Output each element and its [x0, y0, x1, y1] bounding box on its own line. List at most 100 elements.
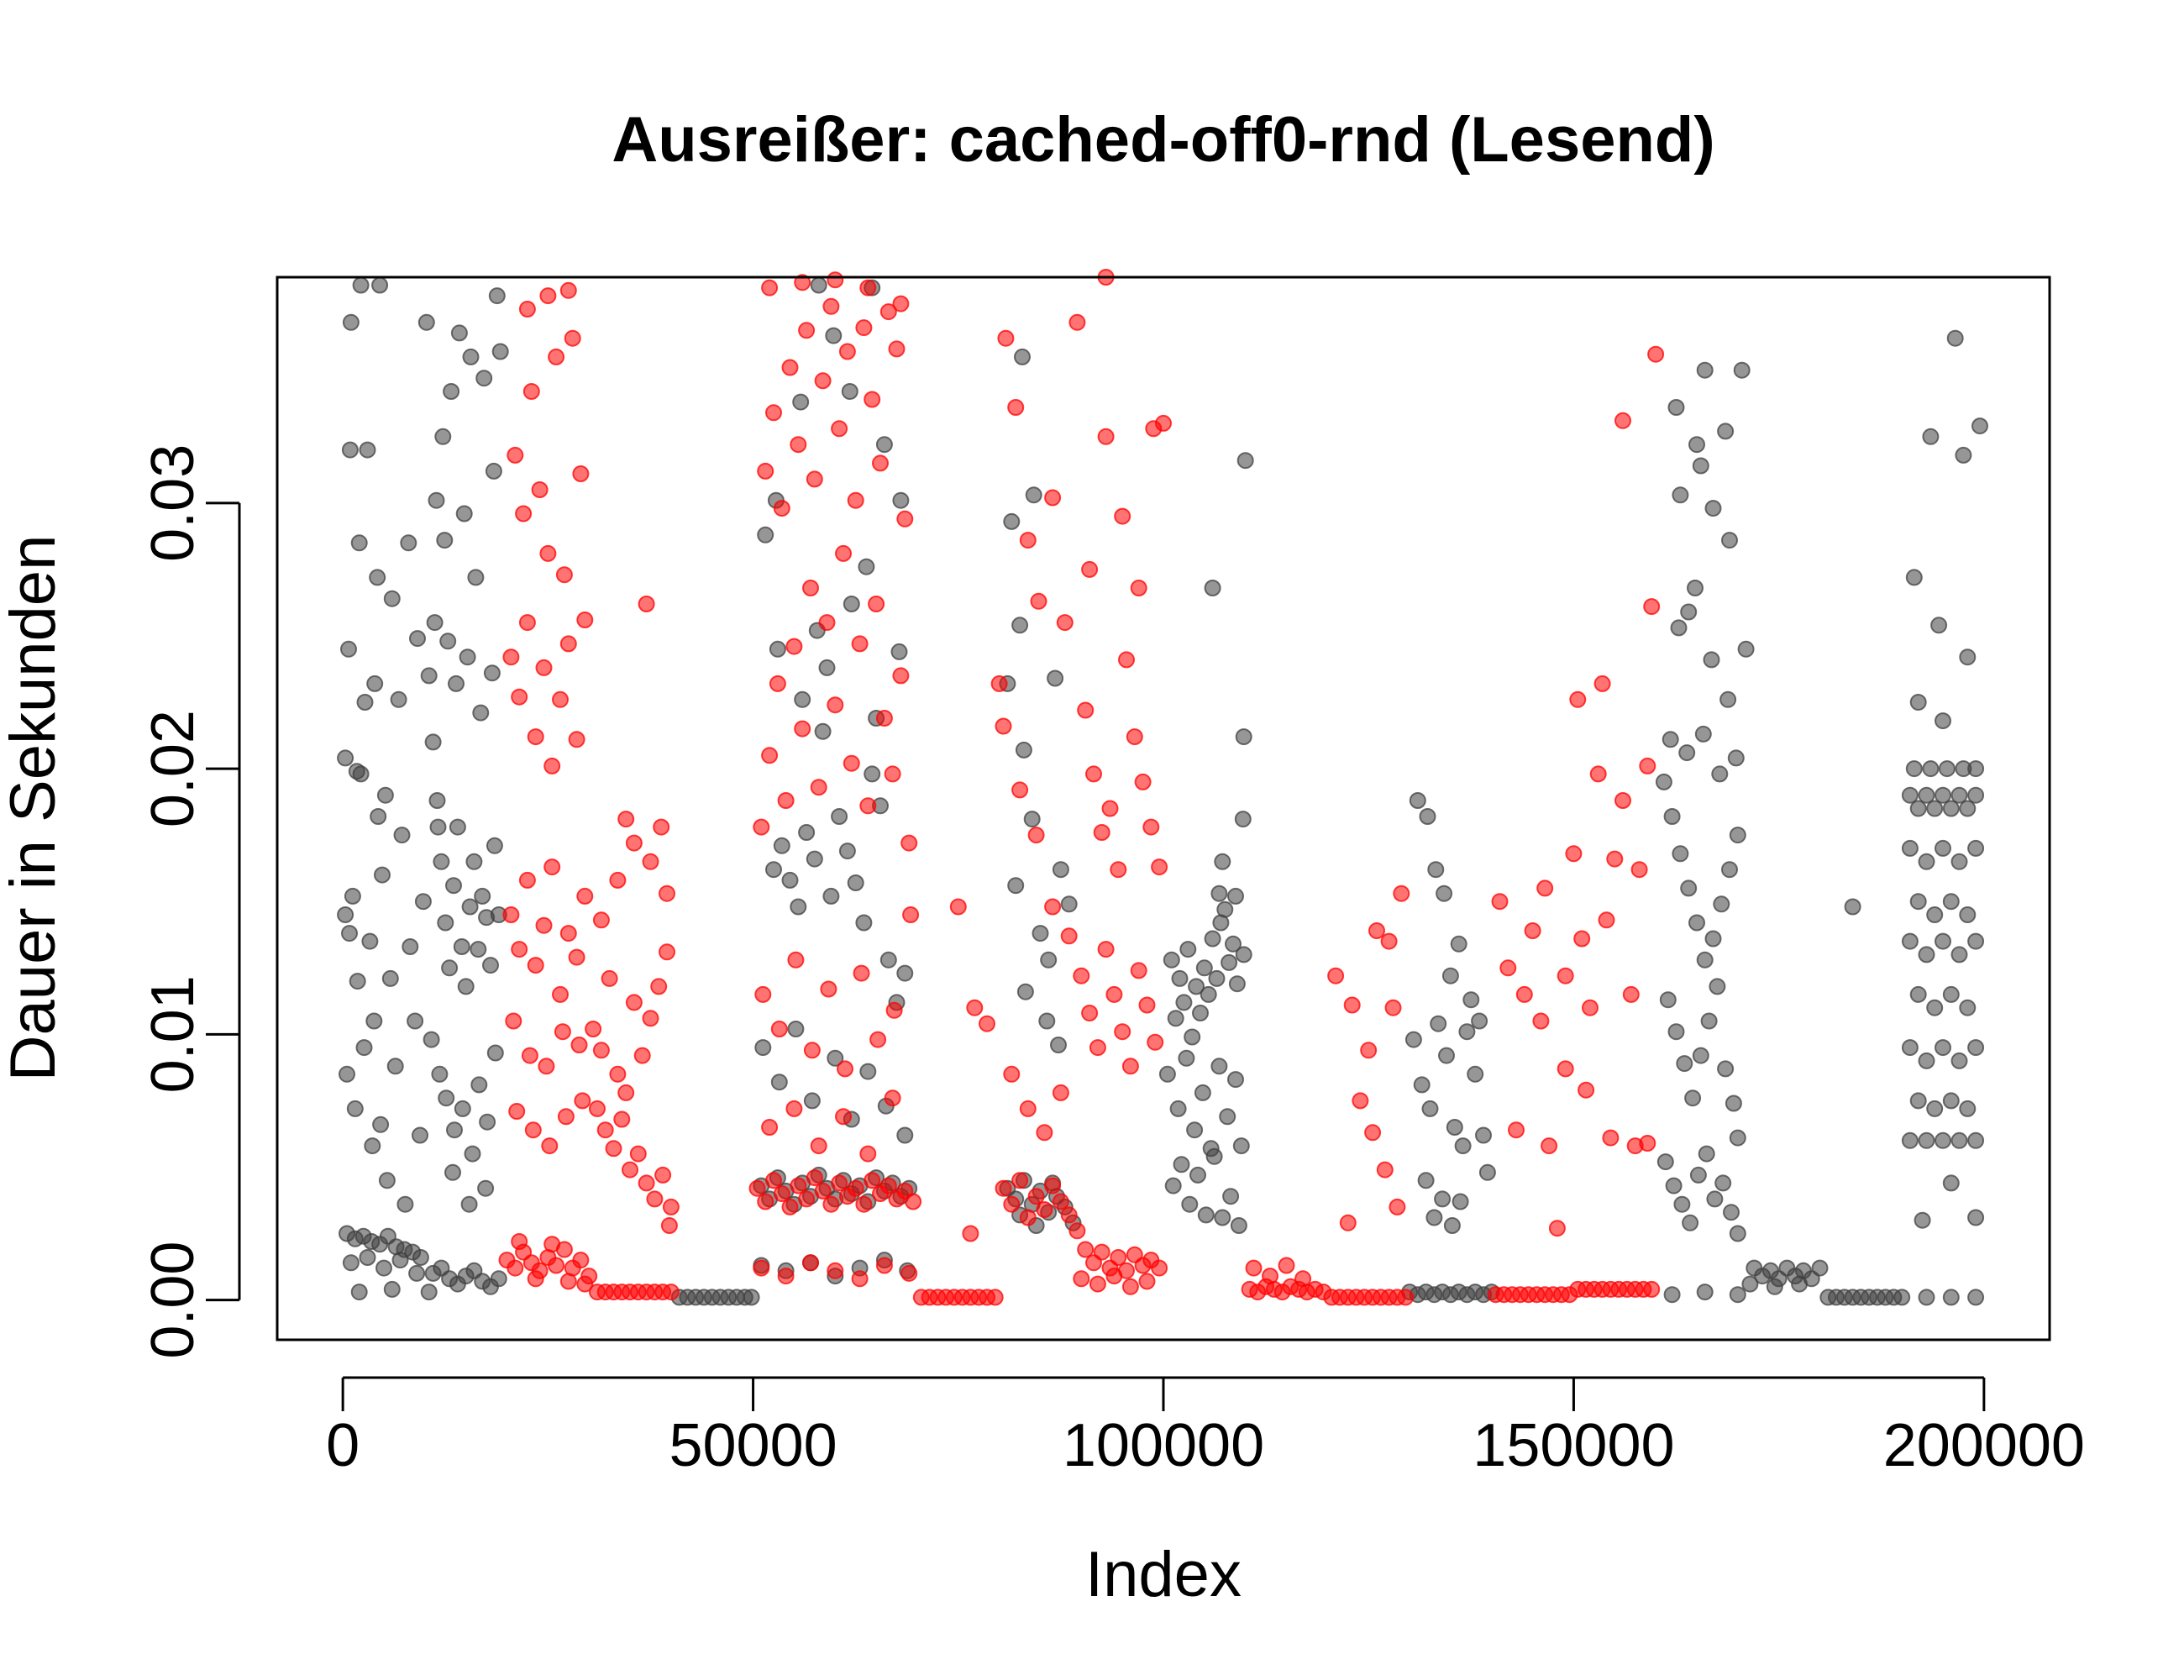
data-point-gray	[1680, 879, 1698, 897]
data-point-gray	[1655, 773, 1672, 790]
data-point-red	[650, 978, 668, 995]
data-point-red	[538, 1058, 555, 1075]
data-point-red	[642, 1010, 659, 1027]
data-point-gray	[426, 614, 444, 632]
data-point-red	[592, 911, 610, 929]
data-point-gray	[1729, 1286, 1746, 1304]
data-point-red	[1294, 1270, 1312, 1288]
data-point-gray	[1016, 983, 1034, 1000]
x-tick-label: 100000	[1063, 1412, 1264, 1479]
data-point-red	[892, 295, 910, 312]
data-point-red	[1019, 532, 1037, 549]
data-point-red	[1393, 885, 1410, 902]
data-point-red	[1052, 1084, 1069, 1101]
data-point-red	[518, 301, 536, 318]
data-point-red	[814, 372, 832, 390]
data-point-gray	[1656, 1153, 1674, 1171]
data-point-red	[518, 871, 536, 889]
data-point-gray	[1441, 967, 1459, 984]
data-point-gray	[743, 1289, 760, 1306]
data-point-gray	[1204, 930, 1221, 948]
data-point-gray	[457, 978, 475, 995]
data-point-gray	[482, 957, 499, 974]
data-point-gray	[1011, 617, 1029, 634]
data-point-gray	[1184, 1028, 1201, 1046]
data-point-red	[748, 1179, 766, 1197]
data-point-gray	[348, 763, 365, 780]
data-point-red	[1643, 598, 1661, 616]
data-point-red	[827, 271, 844, 289]
data-point-gray	[372, 1116, 390, 1133]
data-point-gray	[1918, 1131, 1935, 1149]
data-point-gray	[444, 1163, 461, 1181]
data-point-gray	[465, 853, 483, 870]
data-point-red	[1110, 1249, 1127, 1266]
data-point-red	[502, 906, 520, 923]
data-point-red	[527, 957, 544, 974]
x-tick-label: 200000	[1883, 1412, 2085, 1479]
data-point-gray	[765, 861, 782, 879]
data-point-gray	[1901, 786, 1919, 804]
data-point-red	[1044, 489, 1062, 507]
data-point-red	[1548, 1220, 1566, 1237]
data-point-red	[851, 1270, 869, 1288]
data-point-red	[979, 1015, 995, 1032]
data-point-red	[902, 906, 920, 923]
data-point-red	[837, 1060, 853, 1078]
data-point-gray	[449, 1275, 466, 1293]
data-point-red	[864, 1172, 881, 1189]
data-point-red	[1134, 773, 1152, 790]
data-point-red	[787, 951, 805, 969]
data-point-gray	[1687, 580, 1704, 596]
data-point-gray	[827, 1049, 844, 1067]
data-point-red	[511, 688, 528, 706]
data-point-gray	[1235, 728, 1252, 746]
data-point-red	[660, 1217, 678, 1234]
data-point-gray	[814, 722, 832, 740]
data-point-gray	[1060, 895, 1078, 913]
data-point-gray	[1692, 457, 1709, 475]
data-point-red	[879, 1177, 897, 1194]
data-point-red	[646, 1190, 664, 1208]
data-point-gray	[1204, 580, 1221, 596]
data-point-gray	[1158, 1065, 1176, 1083]
data-point-gray	[1025, 486, 1042, 504]
data-point-red	[859, 279, 877, 297]
data-point-red	[527, 1270, 544, 1288]
data-point-red	[949, 898, 967, 916]
data-point-gray	[464, 1145, 481, 1163]
data-point-gray	[831, 808, 848, 825]
data-point-gray	[465, 1262, 483, 1279]
data-point-red	[543, 1236, 561, 1253]
data-point-red	[843, 754, 860, 772]
data-point-gray	[472, 704, 490, 722]
data-point-gray	[467, 569, 485, 586]
data-point-red	[589, 1100, 606, 1117]
data-point-red	[814, 1182, 832, 1200]
data-point-red	[1589, 765, 1607, 783]
data-point-gray	[1688, 436, 1705, 454]
data-point-red	[1380, 932, 1398, 950]
data-point-gray	[806, 850, 823, 868]
data-point-red	[1056, 614, 1074, 632]
x-tick-label: 150000	[1473, 1412, 1674, 1479]
data-point-gray	[825, 327, 843, 344]
data-point-gray	[1452, 1193, 1469, 1210]
data-point-gray	[1214, 1209, 1231, 1226]
data-point-gray	[1210, 885, 1228, 902]
data-point-red	[552, 690, 569, 708]
data-point-red	[802, 1254, 819, 1272]
data-point-red	[511, 941, 528, 958]
data-point-gray	[1673, 1195, 1691, 1213]
data-point-gray	[375, 1259, 392, 1277]
data-point-gray	[1901, 839, 1919, 857]
data-point-gray	[1901, 1039, 1919, 1057]
data-point-red	[1142, 818, 1160, 836]
data-point-gray	[1893, 1289, 1911, 1306]
data-point-gray	[431, 1065, 449, 1083]
data-point-gray	[453, 938, 470, 955]
data-point-gray	[450, 324, 468, 342]
data-point-red	[518, 614, 536, 632]
data-point-red	[625, 994, 643, 1011]
data-point-gray	[1723, 1204, 1740, 1221]
